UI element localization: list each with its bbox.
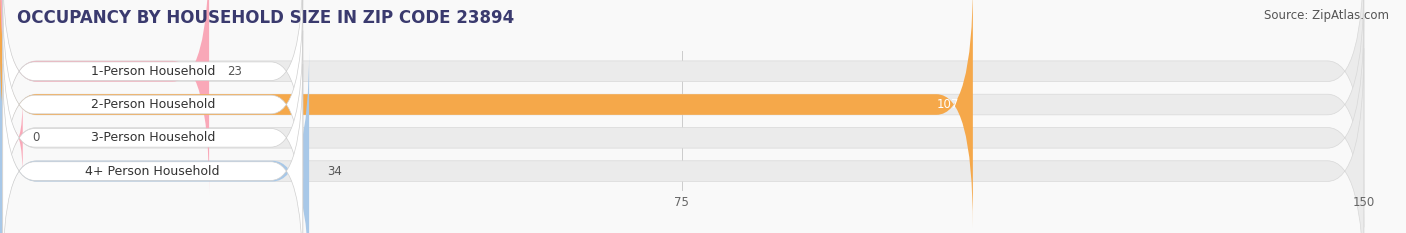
- FancyBboxPatch shape: [0, 98, 22, 177]
- FancyBboxPatch shape: [0, 0, 1364, 194]
- Text: OCCUPANCY BY HOUSEHOLD SIZE IN ZIP CODE 23894: OCCUPANCY BY HOUSEHOLD SIZE IN ZIP CODE …: [17, 9, 515, 27]
- FancyBboxPatch shape: [3, 0, 302, 178]
- Text: Source: ZipAtlas.com: Source: ZipAtlas.com: [1264, 9, 1389, 22]
- Text: 34: 34: [328, 164, 342, 178]
- FancyBboxPatch shape: [0, 0, 1364, 227]
- FancyBboxPatch shape: [0, 48, 1364, 233]
- Text: 0: 0: [32, 131, 39, 144]
- Text: 3-Person Household: 3-Person Household: [90, 131, 215, 144]
- Text: 2-Person Household: 2-Person Household: [90, 98, 215, 111]
- Text: 23: 23: [228, 65, 242, 78]
- FancyBboxPatch shape: [0, 0, 973, 227]
- FancyBboxPatch shape: [3, 64, 302, 233]
- FancyBboxPatch shape: [0, 48, 309, 233]
- FancyBboxPatch shape: [0, 0, 209, 194]
- FancyBboxPatch shape: [0, 15, 1364, 233]
- FancyBboxPatch shape: [3, 0, 302, 212]
- FancyBboxPatch shape: [3, 31, 302, 233]
- Text: 4+ Person Household: 4+ Person Household: [86, 164, 219, 178]
- Text: 1-Person Household: 1-Person Household: [90, 65, 215, 78]
- Text: 107: 107: [936, 98, 959, 111]
